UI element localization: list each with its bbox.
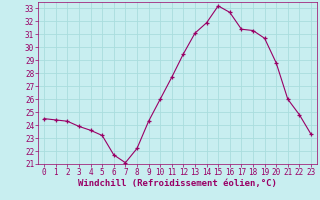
X-axis label: Windchill (Refroidissement éolien,°C): Windchill (Refroidissement éolien,°C) [78, 179, 277, 188]
